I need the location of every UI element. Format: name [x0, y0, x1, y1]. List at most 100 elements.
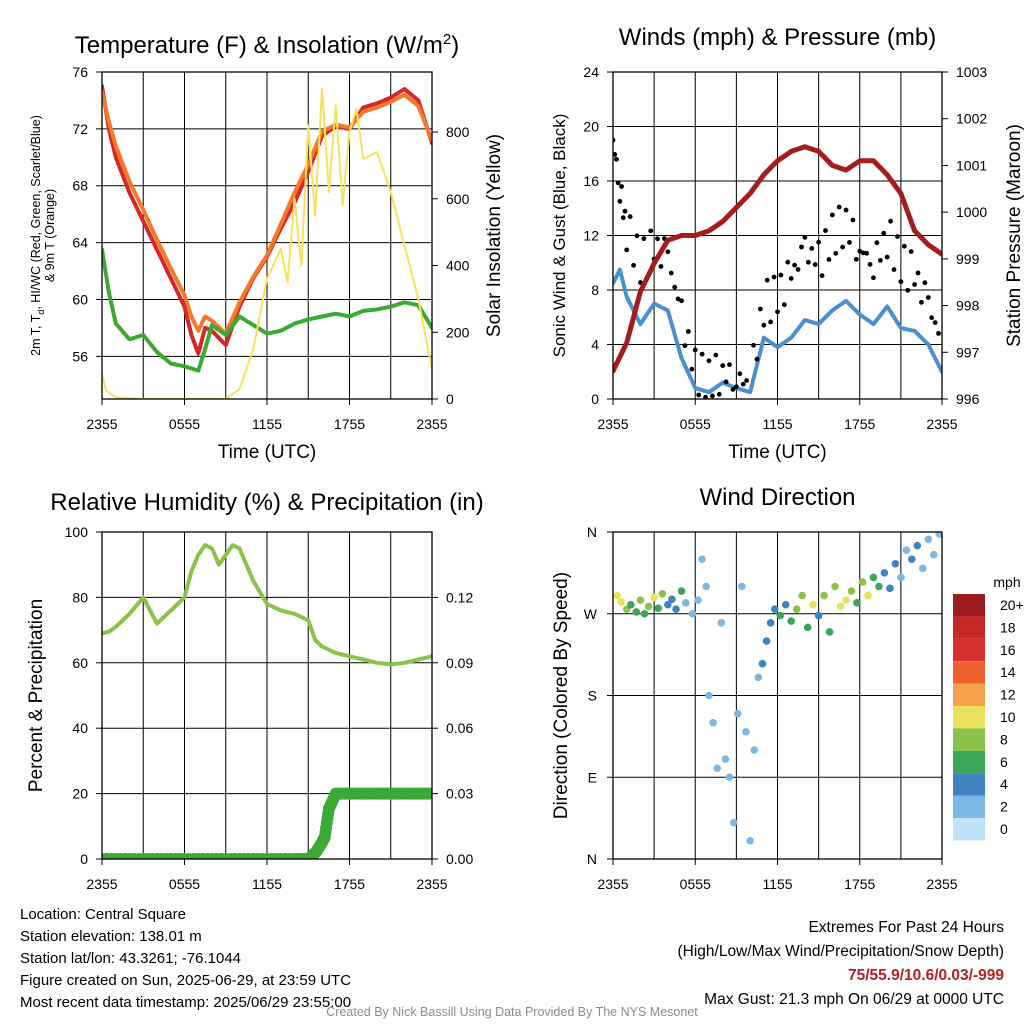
y-tick-label-right: 1000 — [956, 204, 987, 220]
wind_gust-point — [748, 399, 753, 404]
wind-direction-point — [658, 589, 667, 598]
y-tick-label-left: 72 — [72, 121, 88, 137]
wind-direction-point — [847, 587, 856, 595]
wind_gust-point — [641, 236, 647, 242]
location-text: Location: Central Square — [20, 906, 186, 923]
y-tick-label-left: N — [587, 524, 597, 540]
wind-direction-point — [836, 602, 845, 611]
wind_gust-point — [871, 275, 876, 281]
y-tick-label-right: 600 — [446, 191, 470, 207]
wind_gust-point — [658, 264, 664, 269]
wind_gust-point — [785, 259, 791, 265]
wind-direction-point — [698, 555, 706, 564]
wind-direction-point — [781, 600, 790, 609]
wind_gust-point — [929, 315, 935, 321]
wind_gust-point — [716, 391, 722, 397]
y-tick-label-right: 996 — [956, 391, 980, 407]
wind_gust-point — [823, 228, 828, 233]
wind_gust-point — [847, 240, 852, 245]
latlon-text: Station lat/lon: 43.3261; -76.1044 — [20, 950, 242, 967]
y-tick-label-left: E — [588, 769, 597, 785]
plot-frame — [101, 71, 433, 400]
colorbar-swatch — [953, 683, 985, 706]
y-tick-label-left: 68 — [72, 178, 88, 194]
y-tick-label-left: 0 — [591, 391, 599, 407]
y-tick-label-right: 400 — [446, 258, 470, 274]
y-tick-label-right: 0.03 — [446, 786, 473, 802]
recent-text: Most recent data timestamp: 2025/06/29 2… — [20, 994, 352, 1011]
wind-direction-point — [766, 619, 775, 627]
wind_gust-point — [919, 299, 924, 305]
wind-direction-point — [664, 600, 672, 609]
plot-area — [613, 532, 942, 845]
wind-direction-point — [814, 611, 823, 620]
wind_gust-point — [740, 381, 746, 387]
wind_gust-point — [840, 244, 846, 250]
wind-direction-point — [787, 617, 796, 625]
wind-direction-point — [809, 600, 817, 609]
wind-direction-point — [770, 605, 779, 614]
y-tick-label-left: 40 — [72, 720, 88, 736]
wind-direction-point — [694, 596, 702, 604]
y-tick-label-left: 76 — [72, 64, 88, 80]
colorbar-swatch — [953, 773, 985, 796]
relative_humidity-line — [102, 543, 432, 667]
chart-panel-1: Temperature (F) & Insolation (W/m2) 56 60 6… — [29, 31, 505, 463]
wind-direction-point — [842, 596, 850, 604]
created-text: Figure created on Sun, 2025-06-29, at 23… — [20, 972, 352, 989]
wind_gust-point — [898, 279, 904, 285]
wind_gust-point — [696, 392, 702, 398]
wind_gust-point — [805, 259, 811, 265]
wind_gust-point — [792, 262, 798, 268]
y-tick-label-right: 1003 — [956, 64, 987, 80]
x-tick-label: 0555 — [169, 416, 200, 432]
y-tick-label-right: 1001 — [956, 157, 987, 173]
wind-direction-point — [725, 773, 734, 782]
wind-direction-point — [891, 559, 900, 568]
x-tick-label: 1755 — [844, 876, 875, 892]
y-axis-label-right: Station Pressure (Maroon) — [1004, 124, 1024, 347]
wind_gust-point — [703, 394, 708, 399]
label-rest: , HI/WC (Red, Green, Scarlet/Blue) — [29, 115, 43, 310]
wind-direction-point — [935, 532, 942, 538]
station-info: Location: Central Square Station elevati… — [20, 904, 351, 1014]
x-tick-label: 2355 — [926, 416, 957, 432]
y-tick-label-left: 20 — [72, 786, 88, 802]
wind-direction-point — [897, 573, 905, 582]
wind_gust-point — [912, 282, 917, 287]
wind-direction-point — [762, 637, 771, 645]
x-tick-label: 1155 — [252, 876, 282, 892]
wind_gust-point — [788, 276, 794, 281]
wind_gust-point — [829, 212, 835, 218]
wind_gust-point — [744, 378, 750, 383]
wind-direction-point — [721, 755, 730, 763]
colorbar-swatch — [953, 795, 985, 818]
wind_gust-point — [908, 249, 914, 254]
wind-direction-point — [644, 602, 653, 611]
y-axis-label-left: Percent & Precipitation — [26, 599, 47, 792]
colorbar-label: 0 — [1000, 821, 1008, 837]
y-axis-label-left: Direction (Colored By Speed) — [551, 572, 572, 819]
wind-direction-point — [913, 541, 922, 550]
y-tick-label-left: 20 — [583, 119, 599, 135]
wind_gust-point — [620, 215, 626, 221]
wind_gust-point — [826, 257, 832, 262]
wind-direction-point — [632, 608, 641, 616]
x-tick-label: 2355 — [86, 876, 117, 892]
y-tick-label-left: 4 — [591, 337, 599, 353]
wind-direction-point — [705, 691, 713, 700]
wind-direction-point — [798, 591, 806, 600]
colorbar-swatch — [953, 706, 985, 729]
wind-direction-point — [776, 611, 785, 620]
wind_gust-point — [624, 247, 630, 253]
y-tick-label-right: 998 — [956, 298, 980, 314]
wind_gust-point — [619, 184, 624, 189]
wind_gust-point — [833, 250, 839, 256]
extremes-heading: Extremes For Past 24 Hours — [808, 919, 1004, 936]
colorbar-swatch — [953, 638, 985, 662]
colorbar-label: 6 — [1000, 754, 1008, 770]
x-tick-label: 1755 — [844, 416, 875, 432]
y-tick-label-right: 0 — [446, 391, 454, 407]
wind_speed-line — [613, 267, 942, 395]
wind-direction-point — [902, 546, 911, 554]
